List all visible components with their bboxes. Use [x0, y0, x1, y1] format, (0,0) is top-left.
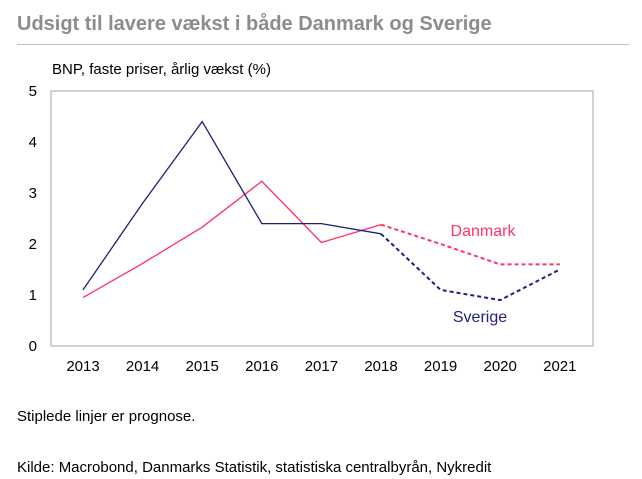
source-note: Kilde: Macrobond, Danmarks Statistik, st…	[17, 459, 492, 476]
x-tick-label: 2020	[484, 358, 517, 375]
x-tick-label: 2014	[126, 358, 159, 375]
y-axis-label: BNP, faste priser, årlig vækst (%)	[52, 61, 271, 78]
data-point-sverige	[142, 202, 144, 204]
data-point-sverige	[440, 289, 442, 291]
data-point-sverige	[82, 289, 84, 291]
x-tick-label: 2019	[424, 358, 457, 375]
series-label-sverige: Sverige	[453, 309, 507, 326]
data-point-danmark	[142, 262, 144, 264]
series-forecast-line-sverige	[380, 233, 561, 302]
data-point-sverige	[201, 121, 203, 123]
data-point-sverige	[559, 269, 561, 271]
title-divider	[17, 44, 629, 45]
x-tick-label: 2018	[364, 358, 397, 375]
data-point-sverige	[380, 233, 382, 235]
series-line-sverige	[82, 120, 382, 291]
data-point-danmark	[380, 224, 382, 226]
chart-title: Udsigt til lavere vækst i både Danmark o…	[17, 13, 492, 35]
data-point-sverige	[320, 223, 322, 225]
x-tick-label: 2016	[245, 358, 278, 375]
series-line-danmark	[82, 180, 382, 299]
x-tick-label: 2017	[305, 358, 338, 375]
y-tick-label: 1	[29, 287, 37, 304]
y-tick-label: 5	[29, 83, 37, 100]
data-point-danmark	[499, 263, 501, 265]
series-forecast-line-danmark	[380, 223, 560, 266]
data-point-danmark	[320, 241, 322, 243]
forecast-note: Stiplede linjer er prognose.	[17, 408, 196, 425]
y-tick-label: 3	[29, 185, 37, 202]
x-tick-label: 2021	[543, 358, 576, 375]
data-point-sverige	[261, 223, 263, 225]
y-tick-label: 2	[29, 236, 37, 253]
data-point-danmark	[82, 297, 84, 299]
data-point-danmark	[440, 243, 442, 245]
data-point-danmark	[559, 263, 561, 265]
data-point-danmark	[201, 226, 203, 228]
y-tick-label: 0	[29, 338, 37, 355]
x-tick-label: 2013	[66, 358, 99, 375]
data-point-danmark	[261, 180, 263, 182]
data-point-sverige	[499, 299, 501, 301]
series-label-danmark: Danmark	[451, 223, 517, 240]
y-tick-label: 4	[29, 134, 37, 151]
plot-area-frame	[50, 90, 594, 347]
x-tick-label: 2015	[186, 358, 219, 375]
